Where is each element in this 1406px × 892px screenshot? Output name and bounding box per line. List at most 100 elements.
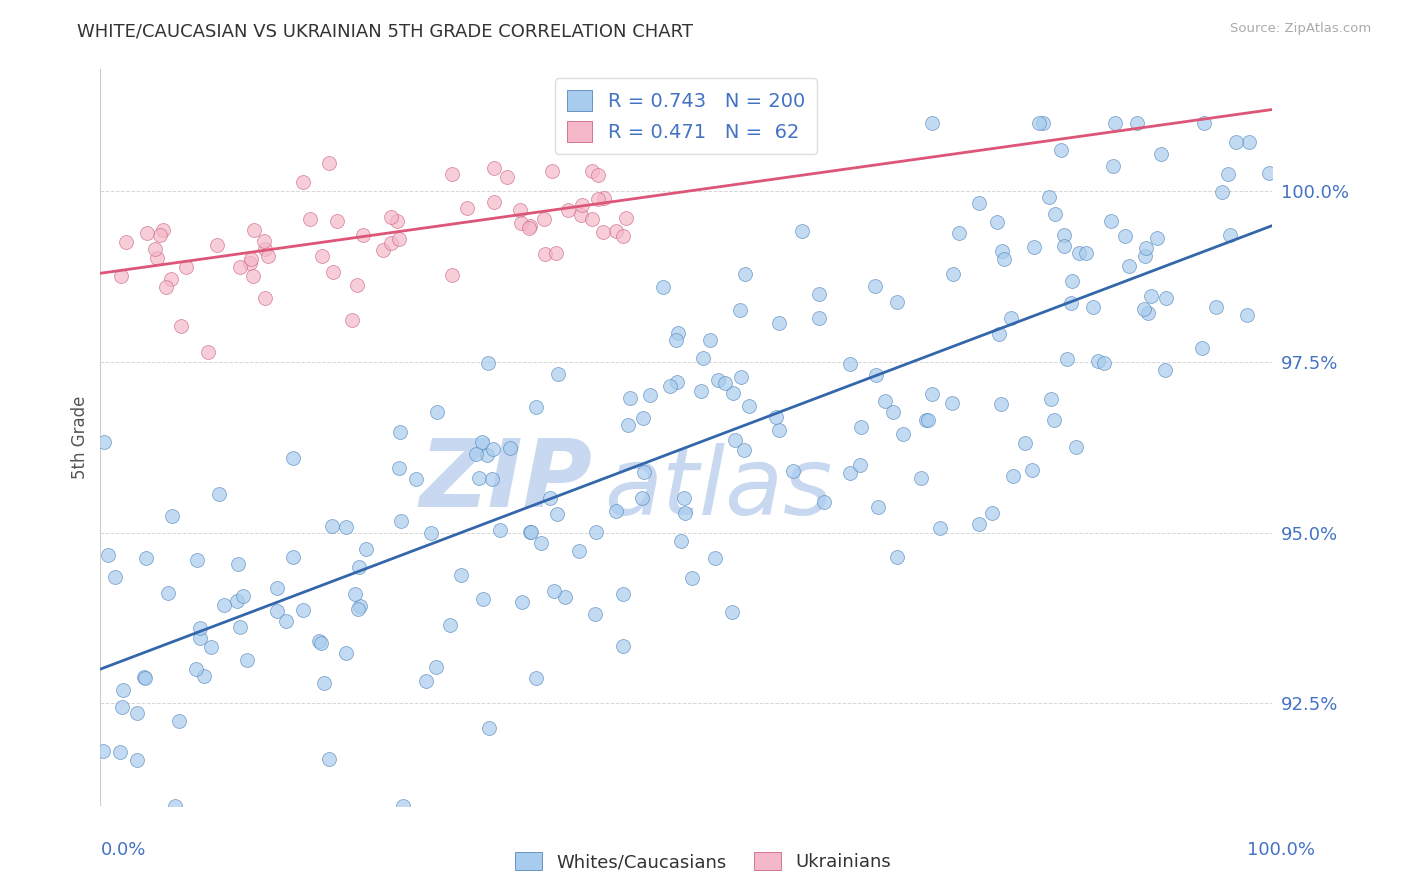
Text: 0.0%: 0.0% [101, 840, 146, 858]
Point [228, 260, 250, 275]
Point [612, 587, 634, 601]
Point [156, 586, 179, 600]
Point [768, 316, 790, 330]
Point [886, 549, 908, 564]
Point [546, 508, 568, 522]
Point [583, 607, 606, 622]
Point [730, 370, 752, 384]
Point [910, 471, 932, 485]
Point [581, 164, 603, 178]
Point [239, 255, 262, 269]
Point [482, 194, 505, 209]
Point [1067, 246, 1090, 260]
Text: ZIP: ZIP [420, 435, 593, 527]
Point [226, 557, 249, 571]
Point [1154, 363, 1177, 377]
Point [568, 544, 591, 558]
Point [519, 524, 541, 539]
Point [1192, 116, 1215, 130]
Point [866, 500, 889, 515]
Point [1216, 167, 1239, 181]
Point [439, 618, 461, 632]
Point [242, 268, 264, 283]
Point [807, 287, 830, 301]
Point [666, 326, 689, 340]
Point [1000, 311, 1022, 326]
Point [1191, 341, 1213, 355]
Point [352, 228, 374, 243]
Point [335, 646, 357, 660]
Point [886, 294, 908, 309]
Point [354, 541, 377, 556]
Point [704, 551, 727, 566]
Point [1064, 440, 1087, 454]
Point [917, 413, 939, 427]
Legend: Whites/Caucasians, Ukrainians: Whites/Caucasians, Ukrainians [508, 845, 898, 879]
Point [1038, 190, 1060, 204]
Point [986, 215, 1008, 229]
Point [312, 675, 335, 690]
Point [520, 525, 543, 540]
Text: WHITE/CAUCASIAN VS UKRAINIAN 5TH GRADE CORRELATION CHART: WHITE/CAUCASIAN VS UKRAINIAN 5TH GRADE C… [77, 22, 693, 40]
Point [865, 368, 887, 382]
Point [309, 636, 332, 650]
Point [426, 404, 449, 418]
Point [519, 219, 541, 234]
Point [728, 303, 751, 318]
Point [108, 746, 131, 760]
Point [322, 265, 344, 279]
Point [586, 168, 609, 182]
Legend: R = 0.743   N = 200, R = 0.471   N =  62: R = 0.743 N = 200, R = 0.471 N = 62 [555, 78, 817, 153]
Point [921, 387, 943, 401]
Point [482, 442, 505, 457]
Point [186, 552, 208, 566]
Point [97, 548, 120, 562]
Point [169, 319, 191, 334]
Point [347, 602, 370, 616]
Point [389, 425, 412, 439]
Point [557, 203, 579, 218]
Point [914, 413, 936, 427]
Point [1133, 301, 1156, 316]
Point [385, 214, 408, 228]
Point [318, 752, 340, 766]
Point [721, 386, 744, 401]
Point [482, 161, 505, 175]
Point [1101, 159, 1123, 173]
Point [1133, 249, 1156, 263]
Point [1146, 230, 1168, 244]
Point [104, 570, 127, 584]
Point [110, 269, 132, 284]
Point [585, 525, 607, 540]
Point [415, 674, 437, 689]
Point [1024, 240, 1046, 254]
Point [517, 221, 540, 235]
Point [733, 442, 755, 457]
Point [111, 700, 134, 714]
Point [243, 223, 266, 237]
Point [1028, 116, 1050, 130]
Point [349, 560, 371, 574]
Point [165, 798, 187, 813]
Point [546, 246, 568, 260]
Point [524, 671, 547, 685]
Point [673, 506, 696, 520]
Point [380, 210, 402, 224]
Point [152, 223, 174, 237]
Point [547, 368, 569, 382]
Point [724, 433, 747, 447]
Point [672, 491, 695, 506]
Point [792, 224, 814, 238]
Point [882, 404, 904, 418]
Point [941, 396, 963, 410]
Point [1114, 229, 1136, 244]
Point [477, 356, 499, 370]
Point [721, 605, 744, 619]
Point [266, 604, 288, 618]
Point [1014, 436, 1036, 450]
Point [425, 660, 447, 674]
Text: 100.0%: 100.0% [1247, 840, 1315, 858]
Point [146, 251, 169, 265]
Point [149, 227, 172, 242]
Point [253, 242, 276, 256]
